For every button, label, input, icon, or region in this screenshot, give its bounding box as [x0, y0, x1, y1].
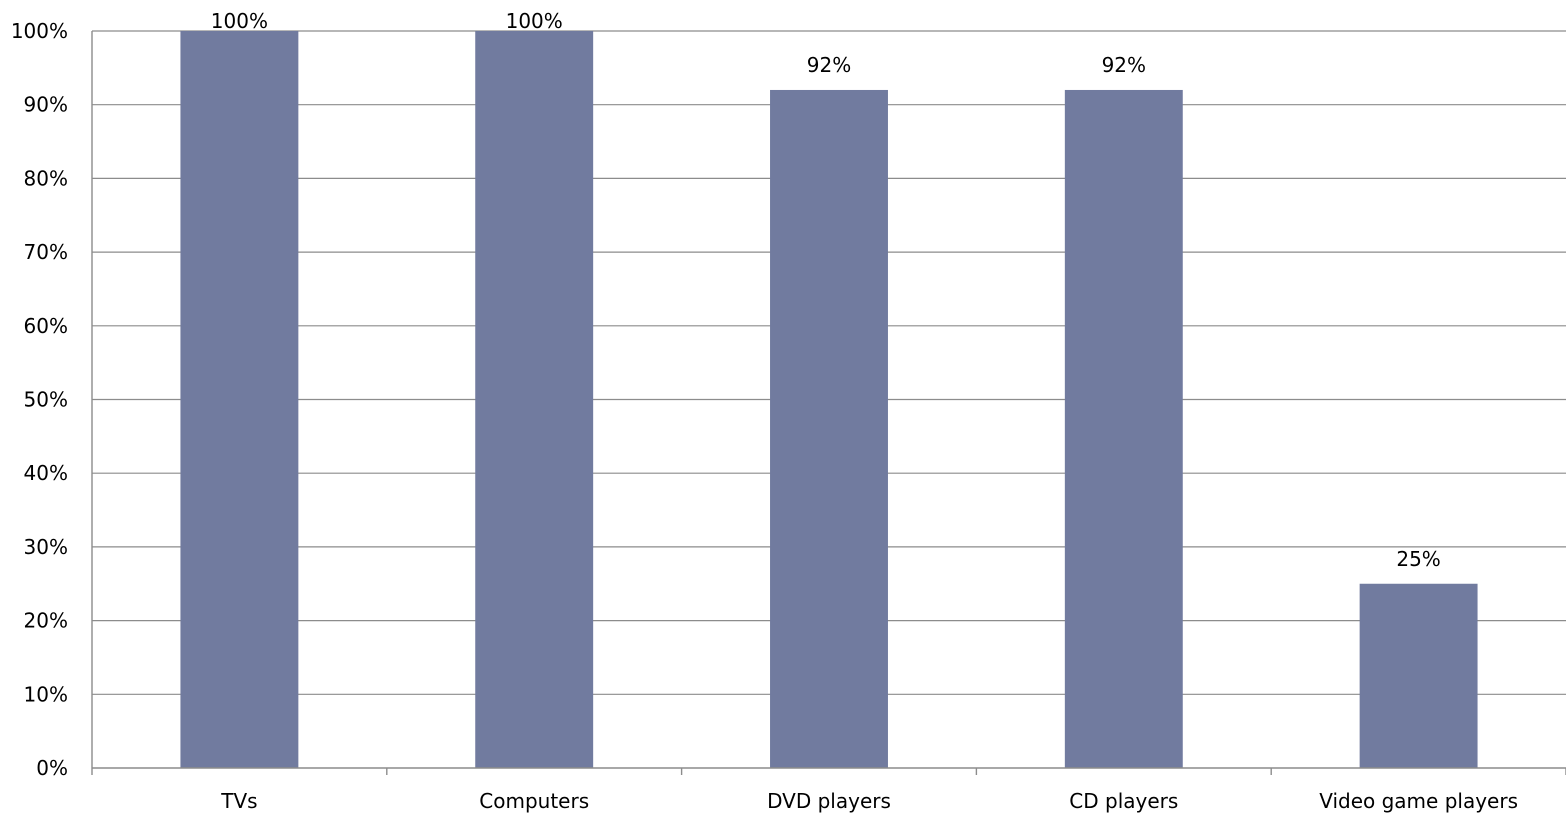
bar [770, 89, 888, 768]
bar [1359, 583, 1478, 768]
y-tick-label: 50% [24, 388, 68, 412]
x-axis [91, 31, 1566, 775]
bar [180, 31, 299, 768]
y-tick-label: 70% [24, 240, 68, 264]
y-tick-label: 0% [36, 756, 68, 780]
x-axis-tick-labels: TVs Computers DVD players CD players Video g… [220, 789, 1518, 813]
data-label: 100% [506, 9, 563, 33]
y-tick-label: 60% [24, 314, 68, 338]
y-tick-label: 40% [24, 461, 68, 485]
data-label: 25% [1396, 547, 1440, 571]
y-tick-label: 20% [24, 609, 68, 633]
x-tick-label: Computers [479, 789, 589, 813]
y-tick-label: 10% [24, 682, 68, 706]
bar [475, 31, 594, 768]
data-label: 92% [1102, 53, 1146, 77]
data-label: 92% [807, 53, 851, 77]
y-axis-tick-labels: 0% 10% 20% 30% 40% 50% 60% 70% 80% 90% 100% [11, 19, 68, 780]
y-tick-label: 30% [24, 535, 68, 559]
bar [1064, 89, 1183, 768]
data-labels: 100% 100% 92% 92% 25% [211, 9, 1441, 571]
x-tick-label: DVD players [767, 789, 891, 813]
bars [180, 31, 1478, 768]
x-tick-label: CD players [1069, 789, 1178, 813]
y-tick-label: 90% [24, 93, 68, 117]
y-tick-label: 80% [24, 166, 68, 190]
data-label: 100% [211, 9, 268, 33]
x-tick-label: TVs [220, 789, 257, 813]
y-tick-label: 100% [11, 19, 68, 43]
x-tick-label: Video game players [1319, 789, 1518, 813]
